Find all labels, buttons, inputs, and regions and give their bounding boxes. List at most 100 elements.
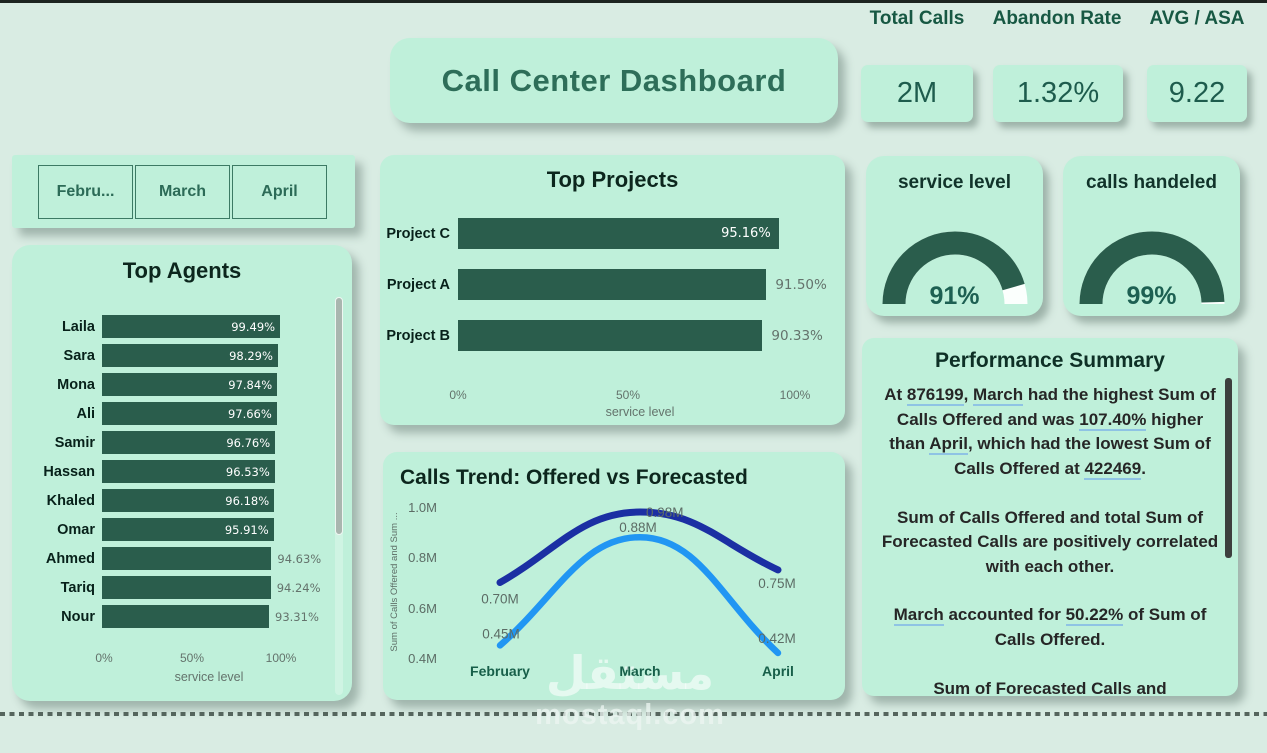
x-tick: 100% <box>779 388 811 402</box>
calls-trend-chart-panel: 1.0M 0.8M 0.6M 0.4M Sum of Calls Offered and… <box>383 452 845 700</box>
top-projects-bars: Project C 95.16% Project A 91.50% Project B 9… <box>380 218 840 371</box>
project-row: Project B 90.33% <box>380 320 840 351</box>
agent-row-value: 94.24% <box>276 580 321 595</box>
service-level-gauge <box>880 226 1030 308</box>
svg-text:0.4M: 0.4M <box>408 651 437 666</box>
agent-row-label: Hassan <box>43 463 95 480</box>
agent-row-bar[interactable]: 97.84% <box>102 373 278 396</box>
agent-row-bar[interactable]: 98.29% <box>102 344 278 367</box>
agent-row: Ahmed 94.63% <box>12 547 342 570</box>
svg-text:0.88M: 0.88M <box>619 520 657 535</box>
summary-scrollbar-thumb[interactable] <box>1225 378 1232 558</box>
calls-handled-gauge <box>1077 226 1227 308</box>
project-row-value: 95.16% <box>721 226 771 241</box>
svg-text:0.6M: 0.6M <box>408 601 437 616</box>
top-agents-bars: Laila 99.49% Sara 98.29% Mona 97.84% Ali 97.66%… <box>12 315 342 634</box>
kpi-card-total-calls: 2M <box>861 65 973 122</box>
svg-text:1.0M: 1.0M <box>408 500 437 515</box>
agent-row-label: Laila <box>61 318 95 335</box>
agent-row-label: Nour <box>61 608 95 625</box>
agent-row: Sara 98.29% <box>12 344 342 367</box>
month-filter-button-april[interactable]: April <box>232 164 327 219</box>
agent-row-bar[interactable]: 95.91% <box>102 518 274 541</box>
svg-text:April: April <box>762 663 794 679</box>
x-tick: 100% <box>265 651 297 665</box>
service-level-gauge-title: service level <box>897 172 1012 193</box>
performance-summary-panel: Performance Summary At 876199, March had… <box>862 338 1238 696</box>
project-row: Project C 95.16% <box>380 218 840 249</box>
trend-line-forecasted[interactable] <box>496 508 782 586</box>
kpi-label-abandon-rate: Abandon Rate <box>992 8 1122 29</box>
project-row-label: Project B <box>386 327 450 344</box>
agent-row-value: 95.91% <box>224 522 269 537</box>
svg-text:Sum of Calls Offered and Sum .: Sum of Calls Offered and Sum ... <box>389 512 400 651</box>
agent-row-label: Tariq <box>60 579 95 596</box>
project-row-bar[interactable] <box>458 320 763 351</box>
svg-text:0.70M: 0.70M <box>481 592 519 607</box>
month-filter-button-february[interactable]: Febru... <box>38 164 133 219</box>
month-filter-button-march[interactable]: March <box>135 164 230 219</box>
svg-text:0.45M: 0.45M <box>482 626 520 641</box>
agent-row-bar[interactable] <box>102 605 270 628</box>
project-row-label: Project A <box>386 276 450 293</box>
trend-line-offered[interactable] <box>496 533 782 657</box>
svg-text:0.42M: 0.42M <box>758 631 796 646</box>
summary-paragraph: Sum of Forecasted Calls and <box>933 678 1167 696</box>
agent-row: Samir 96.76% <box>12 431 342 454</box>
month-filter-slicer: Febru... March April <box>12 155 355 228</box>
summary-paragraph: March accounted for 50.22% of Sum of Cal… <box>893 605 1207 650</box>
agent-row-label: Ahmed <box>45 550 95 567</box>
top-agents-x-axis-label: service level <box>174 670 244 684</box>
performance-summary-title: Performance Summary <box>935 349 1165 372</box>
svg-text:0.8M: 0.8M <box>408 550 437 565</box>
page-title: Call Center Dashboard <box>441 62 787 98</box>
project-row-label: Project C <box>386 225 450 242</box>
kpi-card-abandon-rate: 1.32% <box>993 65 1123 122</box>
agent-row: Nour 93.31% <box>12 605 342 628</box>
agent-row-bar[interactable]: 96.53% <box>102 460 275 483</box>
agent-row-bar[interactable]: 96.76% <box>102 431 276 454</box>
calls-handled-gauge-title: calls handeled <box>1086 172 1217 193</box>
top-agents-scrollbar-thumb[interactable] <box>335 297 343 535</box>
agent-row: Mona 97.84% <box>12 373 342 396</box>
agent-row-value: 94.63% <box>277 551 322 566</box>
bottom-dotted-divider <box>0 712 1267 716</box>
kpi-value-abandon-rate: 1.32% <box>1016 77 1100 109</box>
project-row-bar[interactable]: 95.16% <box>458 218 779 249</box>
calls-handled-gauge-card: calls handeled 99% <box>1063 156 1240 316</box>
window-top-border <box>0 0 1267 3</box>
agent-row-value: 96.18% <box>225 493 270 508</box>
agent-row-value: 99.49% <box>231 319 276 334</box>
project-row-bar[interactable] <box>458 269 767 300</box>
kpi-label-avg-asa: AVG / ASA <box>1149 8 1245 29</box>
service-level-gauge-value: 91% <box>929 282 980 310</box>
top-projects-chart-panel: Top Projects Project C 95.16% Project A 91.… <box>380 155 845 425</box>
kpi-card-avg-asa: 9.22 <box>1147 65 1247 122</box>
agent-row: Omar 95.91% <box>12 518 342 541</box>
agent-row-bar[interactable]: 97.66% <box>102 402 277 425</box>
svg-text:0.98M: 0.98M <box>646 505 684 520</box>
agent-row-label: Mona <box>57 376 95 393</box>
agent-row-bar[interactable] <box>102 547 272 570</box>
agent-row-bar[interactable]: 99.49% <box>102 315 281 338</box>
agent-row: Khaled 96.18% <box>12 489 342 512</box>
agent-row-label: Khaled <box>46 492 95 509</box>
svg-text:March: March <box>619 663 660 679</box>
kpi-label-total-calls: Total Calls <box>869 8 965 29</box>
agent-row-value: 97.66% <box>227 406 272 421</box>
kpi-value-total-calls: 2M <box>896 77 938 109</box>
top-projects-x-axis-label: service level <box>605 405 675 419</box>
top-agents-scrollbar-track[interactable] <box>335 297 343 695</box>
agent-row-bar[interactable]: 96.18% <box>102 489 275 512</box>
calls-handled-gauge-value: 99% <box>1126 282 1177 310</box>
calls-trend-title: Calls Trend: Offered vs Forecasted <box>400 466 748 489</box>
svg-text:February: February <box>470 663 530 679</box>
x-tick: 0% <box>449 388 467 402</box>
project-row: Project A 91.50% <box>380 269 840 300</box>
svg-text:0.75M: 0.75M <box>758 576 796 591</box>
service-level-gauge-card: service level 91% <box>866 156 1043 316</box>
x-tick: 50% <box>179 651 205 665</box>
agent-row: Laila 99.49% <box>12 315 342 338</box>
agent-row-value: 98.29% <box>229 348 273 363</box>
agent-row-bar[interactable] <box>102 576 271 599</box>
